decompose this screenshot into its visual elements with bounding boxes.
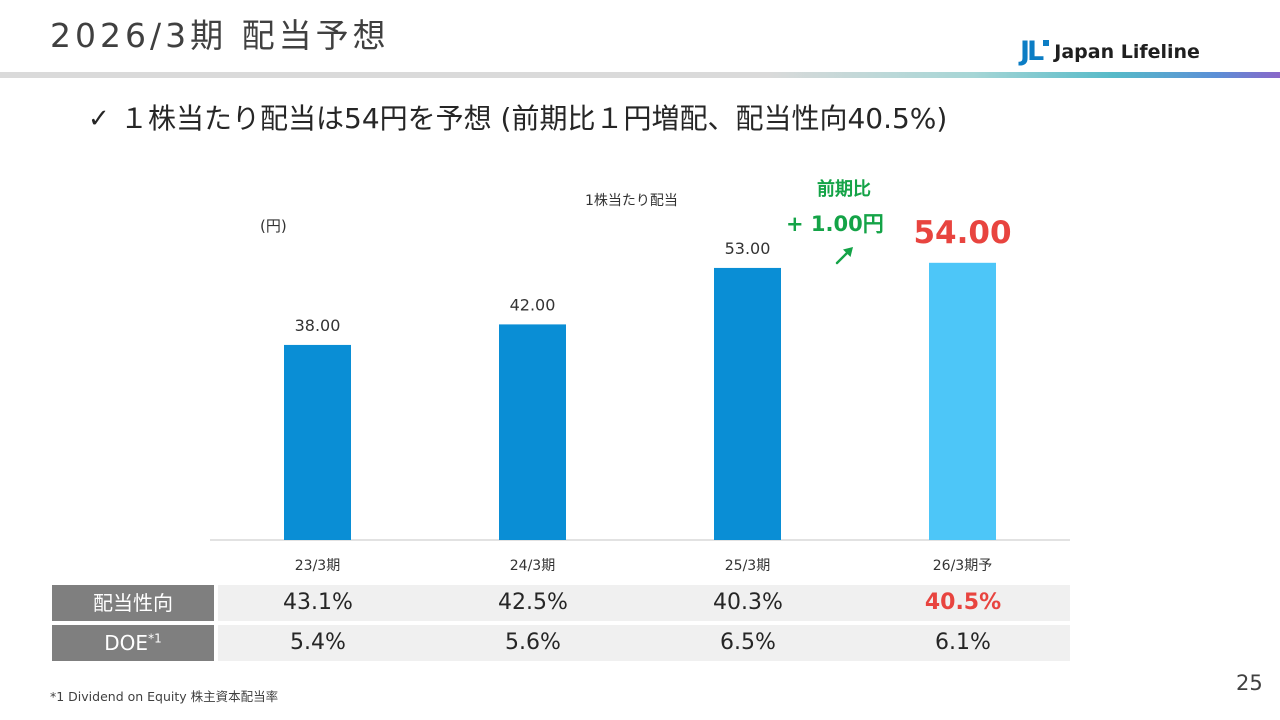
page-title: 2026/3期 配当予想 (50, 16, 390, 55)
cell-doe-23-3: 5.4% (290, 630, 346, 655)
bar-23-3 (284, 344, 351, 540)
doe-label: DOE (104, 631, 149, 655)
yoy-annotation-value: + 1.00円 (786, 212, 884, 236)
bar-24-3 (499, 324, 566, 540)
table-row-doe: DOE*1 5.4% 5.6% 6.5% 6.1% (52, 625, 1070, 661)
table-row-payout-ratio: 配当性向 43.1% 42.5% 40.3% 40.5% (52, 585, 1070, 621)
logo-dot-icon (1043, 40, 1050, 46)
cell-payout-ratio-26-3-forecast: 40.5% (924, 590, 1002, 615)
yoy-annotation-label: 前期比 (817, 179, 871, 200)
row-values-doe: 5.4% 5.6% 6.5% 6.1% (218, 625, 1070, 661)
cell-doe-26-3-forecast: 6.1% (935, 630, 991, 655)
header-divider (0, 72, 1280, 78)
value-label-26-3: 54.00 (913, 215, 1011, 251)
dividend-bar-chart: 38.00 23/3期 42.00 24/3期 53.00 25/3期 54.00 26/3期… (210, 215, 1070, 574)
value-label-25-3: 53.00 (725, 239, 771, 258)
cell-payout-ratio-25-3: 40.3% (713, 590, 783, 615)
cell-doe-24-3: 5.6% (505, 630, 561, 655)
logo-company-name: Japan Lifeline (1054, 41, 1200, 63)
row-header-doe: DOE*1 (52, 625, 214, 661)
row-values-payout-ratio: 43.1% 42.5% 40.3% 40.5% (218, 585, 1070, 621)
page-number: 25 (1236, 671, 1263, 695)
cell-payout-ratio-24-3: 42.5% (498, 590, 568, 615)
category-label-24-3: 24/3期 (510, 558, 555, 574)
chart-title: 1株当たり配当 (585, 193, 678, 209)
key-point-text: １株当たり配当は54円を予想 (前期比１円増配、配当性向40.5%) (120, 102, 948, 135)
logo-mark-text: JL (1020, 36, 1044, 67)
key-point-bullet: １株当たり配当は54円を予想 (前期比１円増配、配当性向40.5%) (88, 99, 947, 139)
value-label-23-3: 38.00 (295, 316, 341, 335)
logo-mark: JL (1020, 37, 1050, 67)
bar-26-3 (929, 262, 996, 540)
category-label-26-3: 26/3期予 (933, 558, 992, 574)
value-label-24-3: 42.00 (510, 295, 556, 314)
bar-25-3 (714, 267, 781, 540)
row-header-payout-ratio: 配当性向 (52, 585, 214, 621)
cell-payout-ratio-23-3: 43.1% (283, 590, 353, 615)
check-icon (88, 99, 120, 139)
chart-unit-label: (円) (260, 217, 287, 235)
category-label-25-3: 25/3期 (725, 558, 770, 574)
doe-footnote-ref: *1 (148, 631, 162, 646)
arrow-up-right-icon (835, 247, 853, 265)
footnote: *1 Dividend on Equity 株主資本配当率 (50, 689, 279, 704)
cell-doe-25-3: 6.5% (720, 630, 776, 655)
company-logo: JL Japan Lifeline (1020, 35, 1200, 69)
category-label-23-3: 23/3期 (295, 558, 340, 574)
